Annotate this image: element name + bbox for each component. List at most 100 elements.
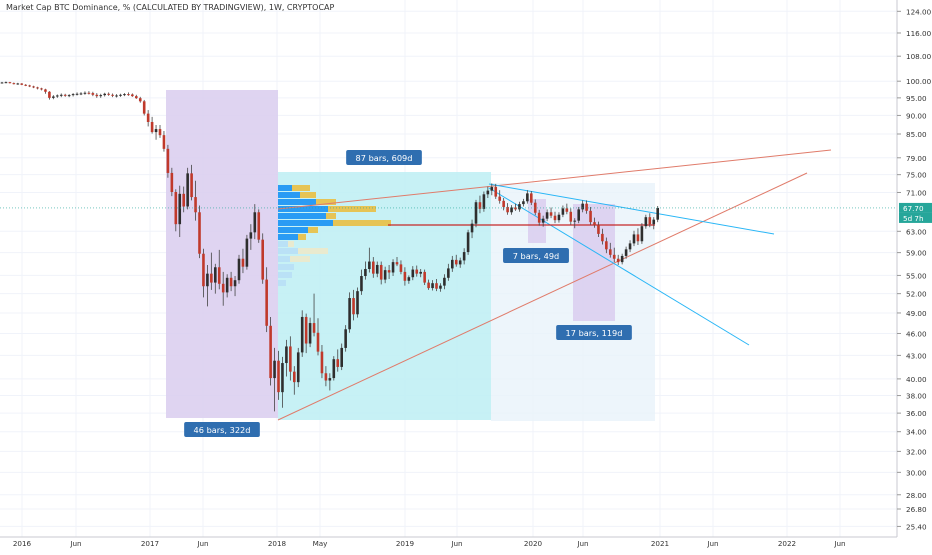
candle-body bbox=[83, 92, 87, 94]
candle-body bbox=[533, 202, 537, 213]
volume-profile-sell-bar bbox=[308, 227, 318, 233]
candle-body bbox=[411, 269, 415, 278]
volume-profile-sell-bar bbox=[328, 206, 376, 212]
candle-body bbox=[474, 202, 478, 224]
date-range-region-2017 bbox=[166, 90, 278, 418]
volume-profile-buy-bar bbox=[278, 213, 326, 219]
candle-body bbox=[221, 283, 225, 293]
candle-body bbox=[146, 113, 150, 122]
y-axis-tick-label: 108.00 bbox=[906, 52, 932, 61]
candle-body bbox=[640, 226, 644, 242]
x-axis-tick-label: 2018 bbox=[268, 539, 287, 548]
trendline-resistance bbox=[488, 183, 775, 235]
range-label-text: 46 bars, 322d bbox=[194, 425, 251, 435]
volume-profile-buy-bar bbox=[278, 206, 328, 212]
volume-profile bbox=[278, 185, 391, 286]
candle-body bbox=[217, 267, 221, 284]
candle-body bbox=[368, 261, 371, 269]
volume-profile-sell-bar bbox=[326, 213, 336, 219]
candle-body bbox=[150, 121, 154, 133]
volume-profile-buy-bar bbox=[278, 185, 292, 191]
candle-body bbox=[52, 96, 55, 98]
y-axis-tick-label: 40.00 bbox=[906, 375, 927, 384]
candle-body bbox=[462, 252, 466, 261]
candle-body bbox=[158, 129, 162, 136]
y-axis-tick-label: 75.00 bbox=[906, 171, 927, 180]
candle-body bbox=[419, 271, 422, 274]
candle-body bbox=[261, 239, 264, 280]
candle-body bbox=[107, 93, 110, 95]
candle-body bbox=[44, 89, 47, 92]
volume-profile-buy-bar bbox=[278, 220, 333, 226]
candle-body bbox=[514, 207, 517, 210]
trendline-channel bbox=[488, 187, 750, 346]
candle-body bbox=[91, 93, 95, 95]
y-axis-bg bbox=[897, 0, 932, 550]
candle-body bbox=[344, 329, 347, 348]
candle-body bbox=[447, 268, 450, 278]
y-axis-tick-label: 55.00 bbox=[906, 271, 927, 280]
candle-body bbox=[403, 271, 407, 281]
candle-body bbox=[316, 332, 320, 352]
candle-body bbox=[257, 212, 261, 240]
candle-body bbox=[194, 197, 197, 213]
price-label-value: 67.70 bbox=[903, 204, 924, 213]
candle-body bbox=[308, 323, 312, 344]
range-label-text: 87 bars, 609d bbox=[356, 153, 413, 163]
y-axis-tick-label: 79.00 bbox=[906, 154, 927, 163]
volume-profile-sell-bar bbox=[298, 234, 306, 240]
candle-body bbox=[233, 280, 237, 287]
y-axis-tick-label: 32.00 bbox=[906, 447, 927, 456]
candle-body bbox=[549, 212, 553, 216]
candle-body bbox=[454, 259, 458, 265]
candle-body bbox=[518, 204, 521, 210]
volume-profile-sell-bar bbox=[316, 199, 336, 205]
candle-body bbox=[612, 254, 616, 259]
volume-profile-buy-bar bbox=[278, 227, 308, 233]
candle-body bbox=[182, 193, 185, 207]
candle-body bbox=[115, 95, 118, 97]
y-axis-tick-label: 90.00 bbox=[906, 111, 927, 120]
candle-body bbox=[166, 148, 170, 173]
candle-body bbox=[340, 347, 343, 367]
candle-body bbox=[656, 207, 659, 220]
x-axis-tick-label: 2022 bbox=[778, 539, 796, 548]
candle-body bbox=[225, 277, 229, 293]
range-label-box bbox=[556, 325, 632, 340]
y-axis-tick-label: 52.00 bbox=[906, 290, 927, 299]
candle-body bbox=[56, 95, 59, 97]
candle-body bbox=[360, 276, 363, 292]
candle-body bbox=[138, 98, 142, 102]
candle-body bbox=[249, 232, 253, 239]
x-axis-tick-label: 2020 bbox=[524, 539, 543, 548]
range-label-box bbox=[503, 248, 569, 263]
x-axis-tick-label: Jun bbox=[450, 539, 462, 548]
candle-body bbox=[154, 129, 158, 133]
range-label-box bbox=[184, 422, 260, 437]
candle-body bbox=[545, 212, 549, 219]
candle-body bbox=[494, 187, 498, 197]
y-axis-tick-label: 36.00 bbox=[906, 409, 927, 418]
candle-body bbox=[95, 94, 99, 97]
candle-body bbox=[332, 359, 336, 379]
candle-body bbox=[131, 94, 134, 97]
y-axis-tick-label: 38.00 bbox=[906, 392, 927, 401]
candle-body bbox=[644, 217, 648, 227]
y-axis-tick-label: 46.00 bbox=[906, 329, 927, 338]
candle-body bbox=[135, 96, 138, 99]
chart-title: Market Cap BTC Dominance, % (CALCULATED … bbox=[6, 3, 335, 12]
candle-body bbox=[589, 210, 592, 223]
y-axis-tick-label: 26.80 bbox=[906, 505, 927, 514]
volume-profile-sell-bar bbox=[333, 220, 391, 226]
x-axis bbox=[0, 536, 932, 550]
candle-body bbox=[336, 359, 340, 367]
candle-body bbox=[4, 82, 8, 84]
x-axis-tick-label: May bbox=[313, 539, 329, 548]
x-axis-tick-label: Jun bbox=[706, 539, 718, 548]
candle-body bbox=[296, 352, 300, 383]
candle-body bbox=[123, 94, 126, 96]
annotations bbox=[184, 150, 632, 437]
volume-profile-sell-bar bbox=[290, 256, 310, 262]
